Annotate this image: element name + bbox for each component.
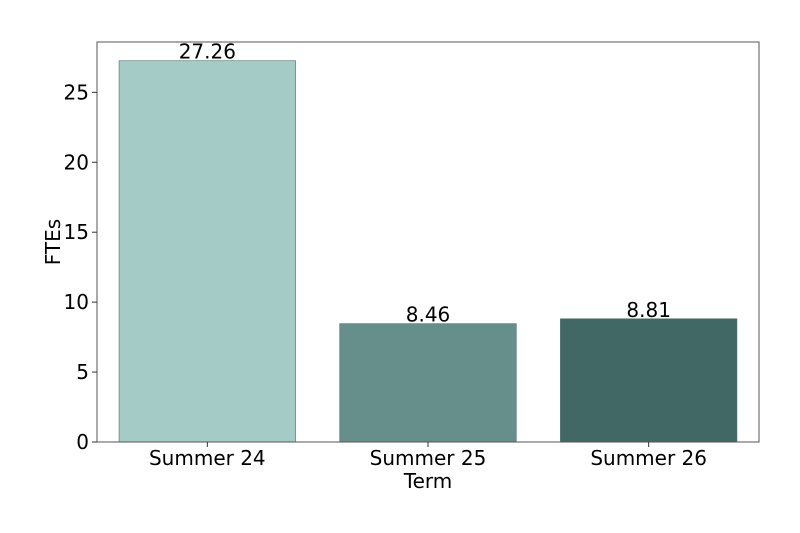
y-tick-label: 10 [64,290,89,314]
x-axis-ticks: Summer 24 Summer 25 Summer 26 [149,442,707,470]
bar-value-labels: 27.26 8.46 8.81 [179,40,671,327]
bars-layer [118,60,738,443]
bar-summer-26 [560,318,738,443]
x-tick-label-summer-26: Summer 26 [590,446,707,470]
y-tick-label: 20 [64,150,89,174]
x-axis-label: Term [403,469,452,493]
bar-value-label-summer-24: 27.26 [179,40,236,64]
y-tick-label: 5 [76,360,89,384]
y-axis-ticks: 0 5 10 15 20 25 [64,80,97,454]
bar-value-label-summer-26: 8.81 [626,298,671,322]
bar-summer-24 [118,60,296,443]
bar-value-label-summer-25: 8.46 [406,303,451,327]
x-tick-label-summer-24: Summer 24 [149,446,266,470]
y-tick-label: 0 [76,430,89,454]
y-tick-label: 15 [64,220,89,244]
y-axis-label: FTEs [41,219,65,265]
y-tick-label: 25 [64,80,89,104]
bar-summer-25 [339,323,517,443]
x-tick-label-summer-25: Summer 25 [370,446,487,470]
